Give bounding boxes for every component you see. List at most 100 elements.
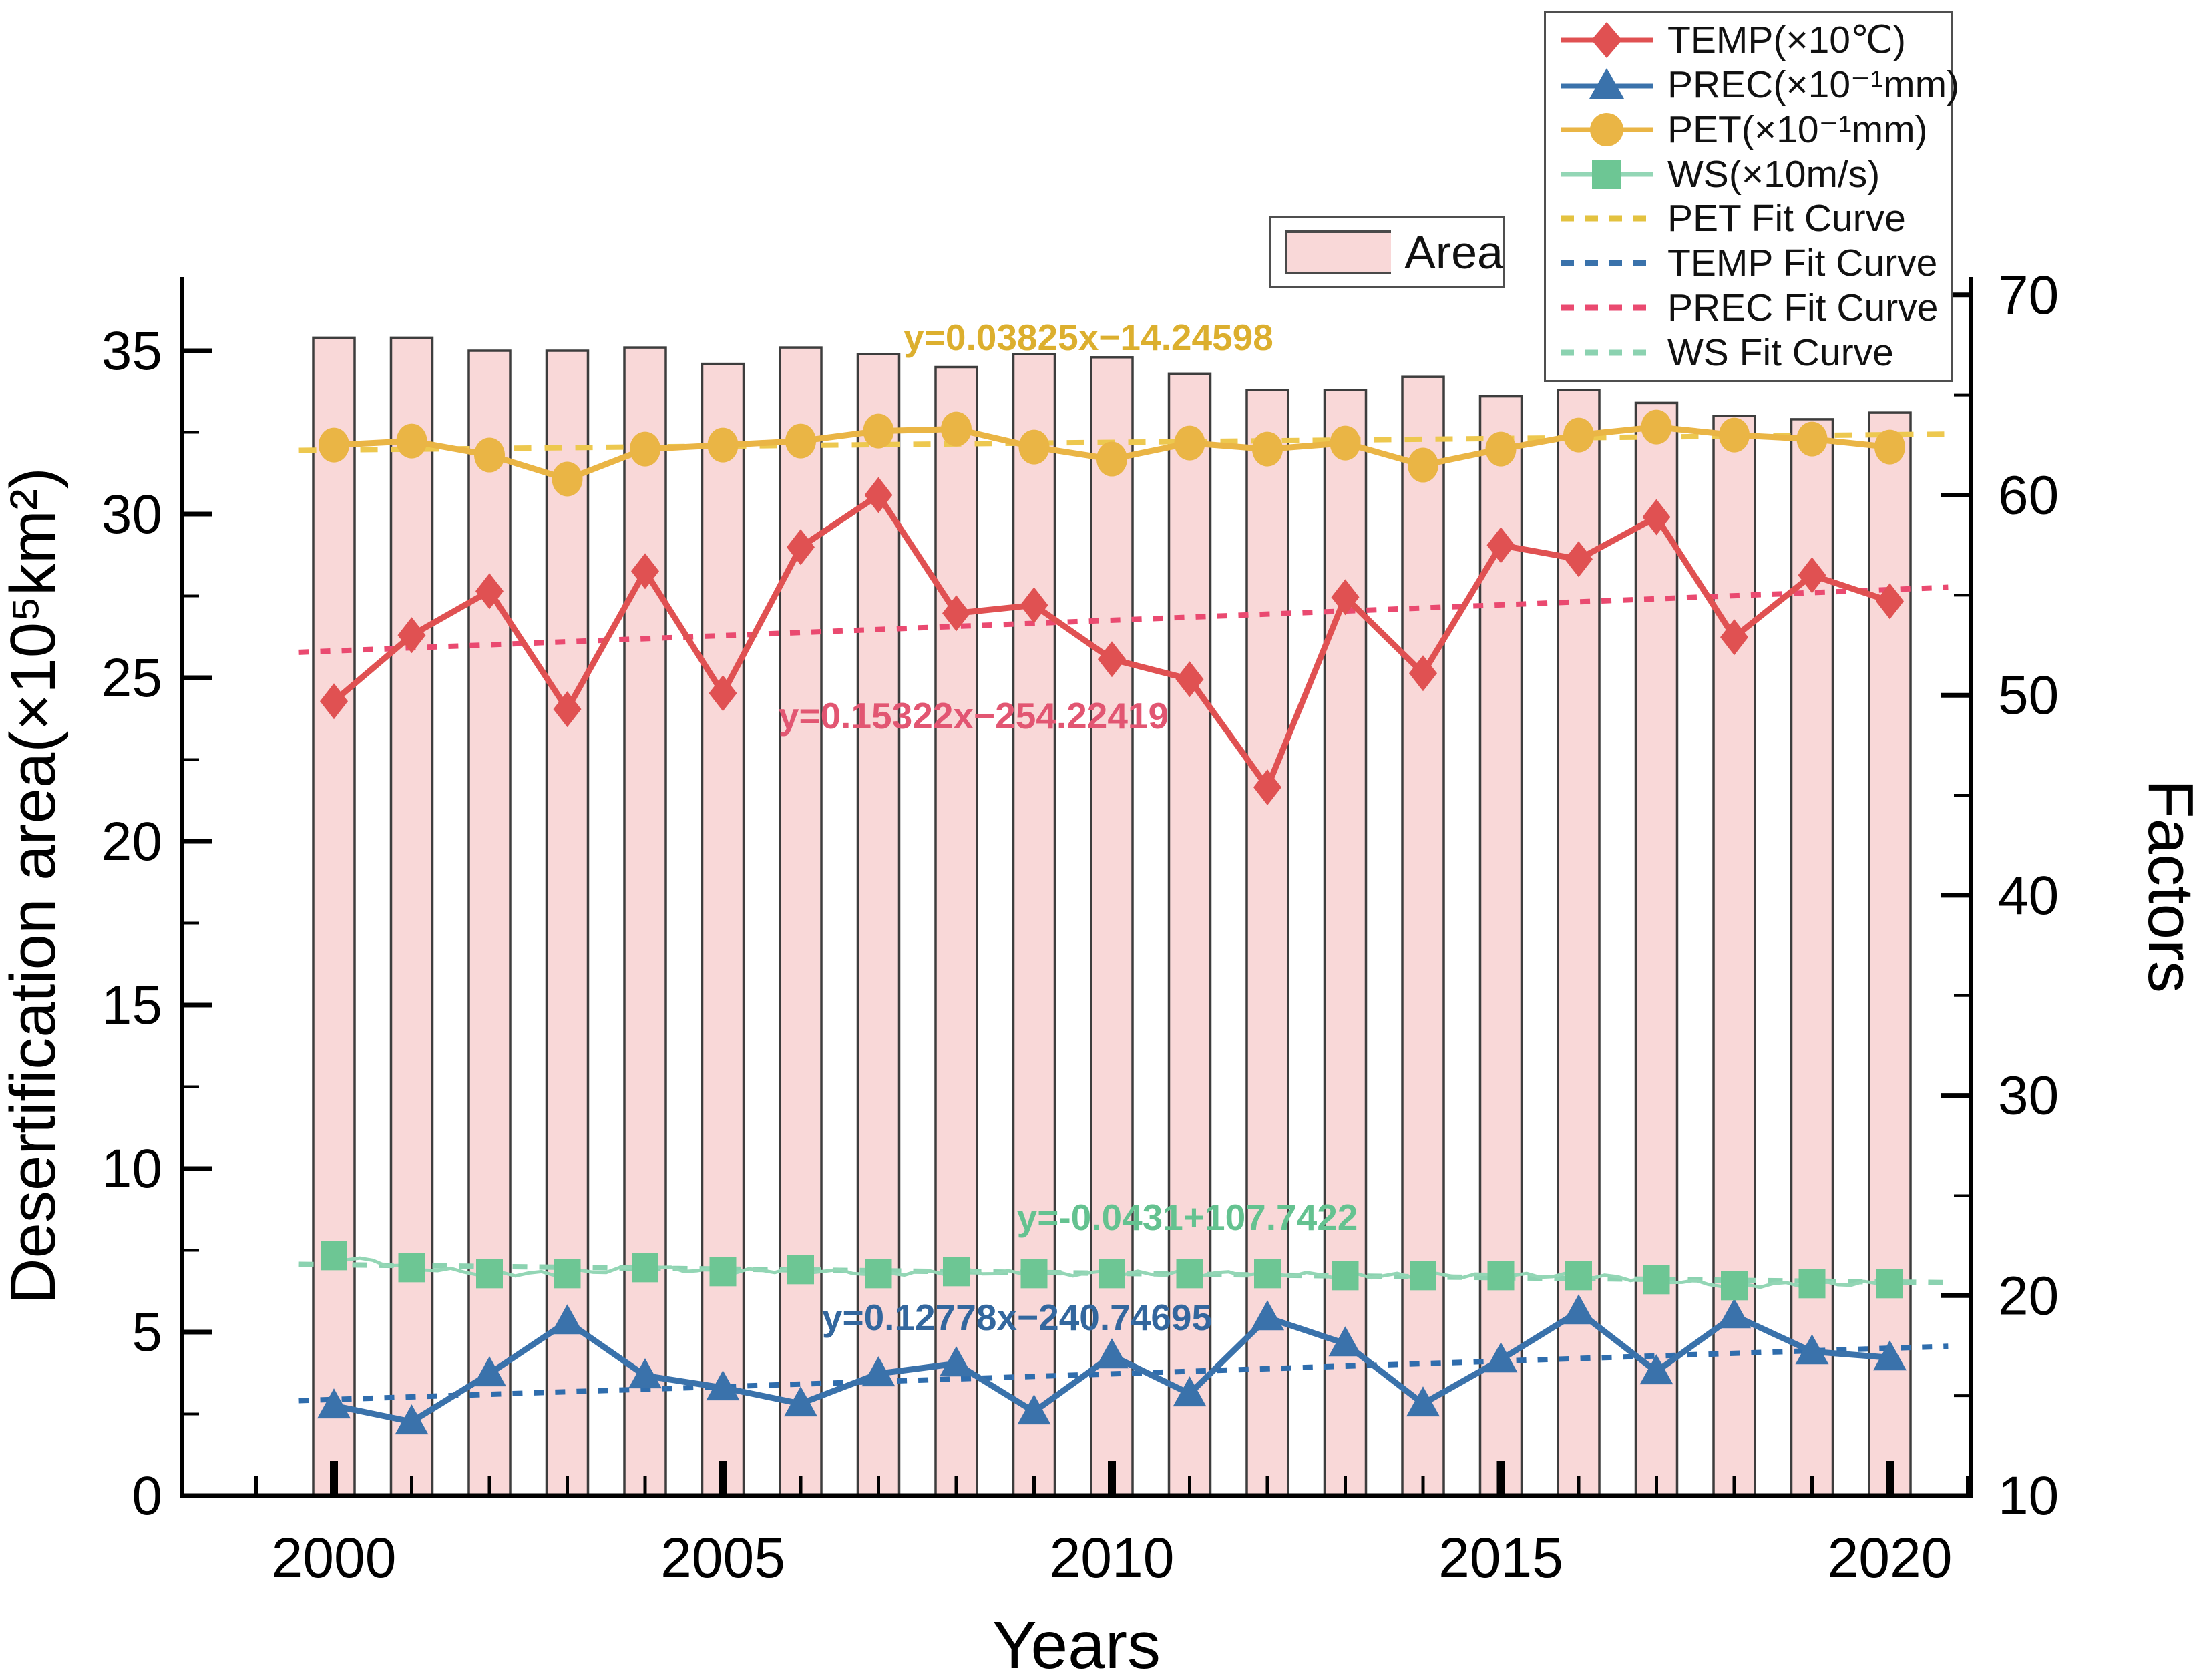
pet-marker: [707, 427, 739, 463]
ws-marker: [1487, 1261, 1515, 1291]
prec-marker: [861, 1356, 895, 1387]
area-bar: [1167, 372, 1212, 1497]
left-tick-label: 15: [102, 975, 162, 1036]
ws-marker: [321, 1241, 347, 1271]
prec-line-triangle-icon: [1561, 68, 1653, 99]
ws-marker: [865, 1259, 892, 1289]
legend-label: WS Fit Curve: [1667, 331, 1894, 374]
pet-marker: [1641, 409, 1672, 445]
prec-marker: [317, 1388, 351, 1419]
temp-marker: [1876, 583, 1904, 620]
area-bar: [312, 336, 356, 1497]
area-bar: [1090, 356, 1134, 1497]
x-axis-title: Years: [992, 1608, 1161, 1680]
pet-marker: [941, 411, 972, 447]
left-tick-label: 30: [102, 484, 162, 545]
prec-marker: [1251, 1300, 1284, 1331]
area-bar: [623, 346, 667, 1497]
fit-line: [298, 1343, 1949, 1404]
ws-marker: [554, 1259, 581, 1289]
pet-fit-dash-icon: [1561, 215, 1653, 222]
legend-area-label: Area: [1404, 226, 1503, 278]
temp-marker: [1642, 499, 1671, 536]
ws-marker: [943, 1257, 970, 1287]
right-tick-label: 60: [1998, 465, 2059, 526]
x-tick-label: 2015: [1438, 1526, 1563, 1589]
legend-label: PET(×10⁻¹mm): [1667, 108, 1928, 151]
pet-marker: [1174, 425, 1205, 461]
temp-fit-dash-icon: [1561, 260, 1653, 266]
temp-marker: [864, 477, 893, 513]
temp-marker: [320, 683, 348, 720]
ws-line-square-icon: [1561, 159, 1653, 189]
area-bar: [856, 353, 901, 1497]
legend-label: WS(×10m/s): [1667, 152, 1880, 196]
temp-marker: [1020, 587, 1048, 624]
pet-marker: [863, 413, 894, 449]
ws-marker: [1020, 1259, 1048, 1289]
prec-marker: [784, 1386, 817, 1417]
right-tick-label: 20: [1998, 1265, 2059, 1326]
right-tick-label: 50: [1998, 665, 2059, 726]
area-bar: [1401, 375, 1445, 1497]
pet-line-circle-icon: [1561, 112, 1653, 146]
temp-marker: [553, 691, 582, 728]
area-swatch-icon: [1285, 230, 1392, 274]
left-tick-label: 0: [132, 1466, 162, 1526]
pet-marker: [1874, 429, 1905, 465]
temp-marker: [1175, 661, 1204, 698]
prec-marker: [1328, 1326, 1362, 1357]
legend-item-pet-fit: PET Fit Curve: [1557, 196, 1948, 240]
temp-marker: [397, 617, 426, 654]
legend-item-pet: PET(×10⁻¹mm): [1557, 108, 1948, 152]
ws-marker: [1176, 1259, 1203, 1289]
pet-marker: [630, 431, 660, 467]
left-tick-label: 20: [102, 811, 162, 872]
prec-marker: [1718, 1298, 1751, 1329]
temp-marker: [787, 529, 815, 566]
left-tick-label: 25: [102, 648, 162, 708]
temp-marker: [709, 675, 737, 712]
area-bar: [1323, 389, 1368, 1497]
prec-fit-equation: y=0.12778x−240.74695: [821, 1297, 1213, 1338]
area-bar: [701, 362, 745, 1497]
prec-marker: [1639, 1354, 1673, 1385]
legend-item-prec-fit: PREC Fit Curve: [1557, 286, 1948, 330]
temp-marker: [1409, 655, 1437, 692]
prec-marker: [1095, 1338, 1129, 1369]
area-bar: [1012, 353, 1056, 1497]
temp-marker: [631, 553, 659, 590]
pet-marker: [1252, 431, 1283, 467]
temp-marker: [1253, 769, 1281, 806]
pet-marker: [319, 427, 349, 463]
right-tick-label: 70: [1998, 265, 2059, 326]
right-axis-title: Factors: [2135, 779, 2197, 993]
temp-line-diamond-icon: [1561, 22, 1653, 59]
ws-fit-equation: y=-0.0431+107.7422: [1016, 1197, 1358, 1238]
left-tick-label: 10: [102, 1138, 162, 1199]
x-tick-label: 2000: [272, 1526, 397, 1589]
legend-item-prec: PREC(×10⁻¹mm): [1557, 63, 1959, 107]
ws-marker: [1643, 1265, 1670, 1295]
temp-marker: [1565, 541, 1593, 578]
legend-item-temp: TEMP(×10℃): [1557, 18, 1948, 62]
ws-marker: [1721, 1271, 1748, 1301]
legend-item-ws-fit: WS Fit Curve: [1557, 331, 1948, 375]
pet-marker: [1485, 431, 1517, 467]
pet-fit-equation: y=0.03825x−14.24598: [904, 317, 1273, 358]
left-axis-title: Desertification area(×10⁵km²): [0, 467, 69, 1305]
legend-label: TEMP Fit Curve: [1667, 242, 1938, 285]
prec-marker: [1873, 1340, 1907, 1371]
pet-marker: [1096, 441, 1127, 477]
pet-marker: [474, 437, 505, 473]
ws-marker: [1254, 1259, 1281, 1289]
pet-marker: [552, 461, 583, 497]
ws-marker: [398, 1253, 425, 1283]
area-bar: [779, 346, 823, 1497]
ws-marker: [632, 1253, 658, 1283]
prec-marker: [1173, 1376, 1207, 1407]
prec-marker: [1562, 1294, 1595, 1325]
pet-marker: [1563, 417, 1594, 453]
